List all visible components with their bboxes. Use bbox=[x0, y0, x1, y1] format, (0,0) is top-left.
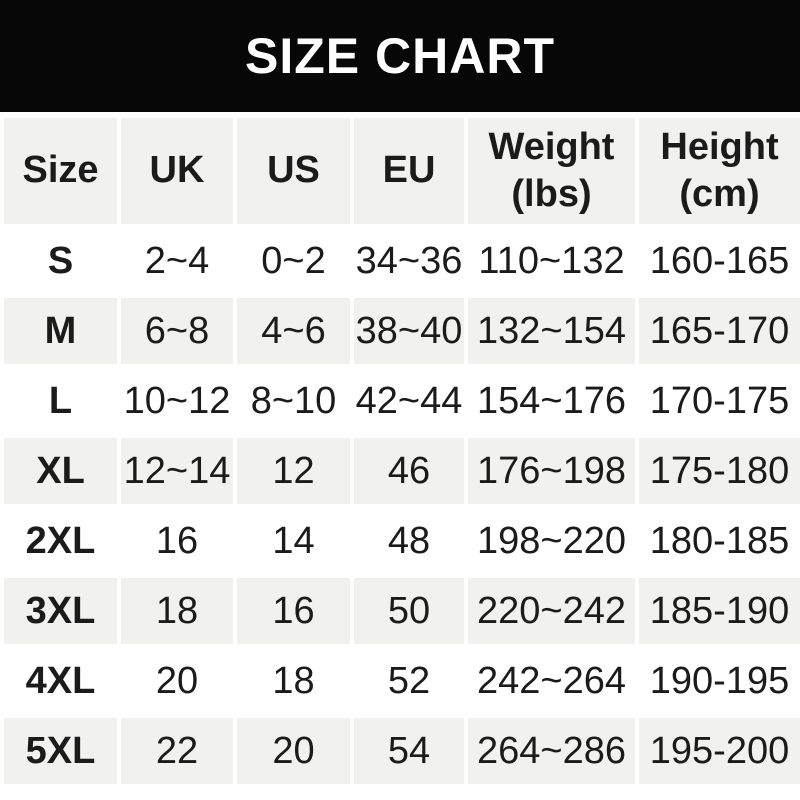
table-row-3xl: 3XL 18 16 50 220~242 185-190 bbox=[0, 574, 800, 648]
cell-size: 2XL bbox=[0, 504, 121, 578]
cell-eu: 38~40 bbox=[350, 294, 468, 368]
cell-height: 195-200 bbox=[635, 714, 800, 788]
cell-height: 185-190 bbox=[635, 574, 800, 648]
cell-uk: 10~12 bbox=[117, 364, 237, 438]
col-header-us: US bbox=[233, 114, 354, 228]
cell-us: 18 bbox=[233, 644, 354, 718]
cell-weight: 264~286 bbox=[464, 714, 639, 788]
cell-uk: 2~4 bbox=[117, 224, 237, 298]
table-row-5xl: 5XL 22 20 54 264~286 195-200 bbox=[0, 714, 800, 788]
cell-weight: 220~242 bbox=[464, 574, 639, 648]
cell-eu: 54 bbox=[350, 714, 468, 788]
table-row-4xl: 4XL 20 18 52 242~264 190-195 bbox=[0, 644, 800, 718]
cell-weight: 242~264 bbox=[464, 644, 639, 718]
cell-height: 190-195 bbox=[635, 644, 800, 718]
size-chart-table: Size UK US EU Weight (lbs) Height (cm) S… bbox=[0, 114, 800, 788]
cell-us: 4~6 bbox=[233, 294, 354, 368]
cell-height: 165-170 bbox=[635, 294, 800, 368]
cell-eu: 46 bbox=[350, 434, 468, 508]
cell-size: 3XL bbox=[0, 574, 121, 648]
cell-eu: 48 bbox=[350, 504, 468, 578]
cell-uk: 16 bbox=[117, 504, 237, 578]
table-row-l: L 10~12 8~10 42~44 154~176 170-175 bbox=[0, 364, 800, 438]
cell-weight: 176~198 bbox=[464, 434, 639, 508]
cell-height: 170-175 bbox=[635, 364, 800, 438]
cell-weight: 132~154 bbox=[464, 294, 639, 368]
cell-uk: 22 bbox=[117, 714, 237, 788]
cell-size: M bbox=[0, 294, 121, 368]
cell-us: 16 bbox=[233, 574, 354, 648]
cell-size: 4XL bbox=[0, 644, 121, 718]
cell-us: 12 bbox=[233, 434, 354, 508]
cell-uk: 18 bbox=[117, 574, 237, 648]
cell-weight: 110~132 bbox=[464, 224, 639, 298]
cell-size: L bbox=[0, 364, 121, 438]
cell-weight: 198~220 bbox=[464, 504, 639, 578]
cell-uk: 12~14 bbox=[117, 434, 237, 508]
cell-uk: 6~8 bbox=[117, 294, 237, 368]
cell-eu: 52 bbox=[350, 644, 468, 718]
cell-us: 0~2 bbox=[233, 224, 354, 298]
size-chart-banner: SIZE CHART bbox=[0, 0, 800, 112]
cell-uk: 20 bbox=[117, 644, 237, 718]
cell-size: 5XL bbox=[0, 714, 121, 788]
cell-eu: 42~44 bbox=[350, 364, 468, 438]
banner-title: SIZE CHART bbox=[245, 28, 555, 84]
cell-height: 180-185 bbox=[635, 504, 800, 578]
cell-us: 8~10 bbox=[233, 364, 354, 438]
table-row-m: M 6~8 4~6 38~40 132~154 165-170 bbox=[0, 294, 800, 368]
cell-us: 14 bbox=[233, 504, 354, 578]
col-header-weight: Weight (lbs) bbox=[464, 114, 639, 228]
table-row-xl: XL 12~14 12 46 176~198 175-180 bbox=[0, 434, 800, 508]
cell-eu: 50 bbox=[350, 574, 468, 648]
table-row-2xl: 2XL 16 14 48 198~220 180-185 bbox=[0, 504, 800, 578]
col-header-height: Height (cm) bbox=[635, 114, 800, 228]
table-row-s: S 2~4 0~2 34~36 110~132 160-165 bbox=[0, 224, 800, 298]
cell-height: 160-165 bbox=[635, 224, 800, 298]
cell-weight: 154~176 bbox=[464, 364, 639, 438]
header-row: Size UK US EU Weight (lbs) Height (cm) bbox=[0, 114, 800, 228]
col-header-uk: UK bbox=[117, 114, 237, 228]
cell-eu: 34~36 bbox=[350, 224, 468, 298]
cell-us: 20 bbox=[233, 714, 354, 788]
cell-height: 175-180 bbox=[635, 434, 800, 508]
cell-size: S bbox=[0, 224, 121, 298]
col-header-eu: EU bbox=[350, 114, 468, 228]
cell-size: XL bbox=[0, 434, 121, 508]
col-header-size: Size bbox=[0, 114, 121, 228]
